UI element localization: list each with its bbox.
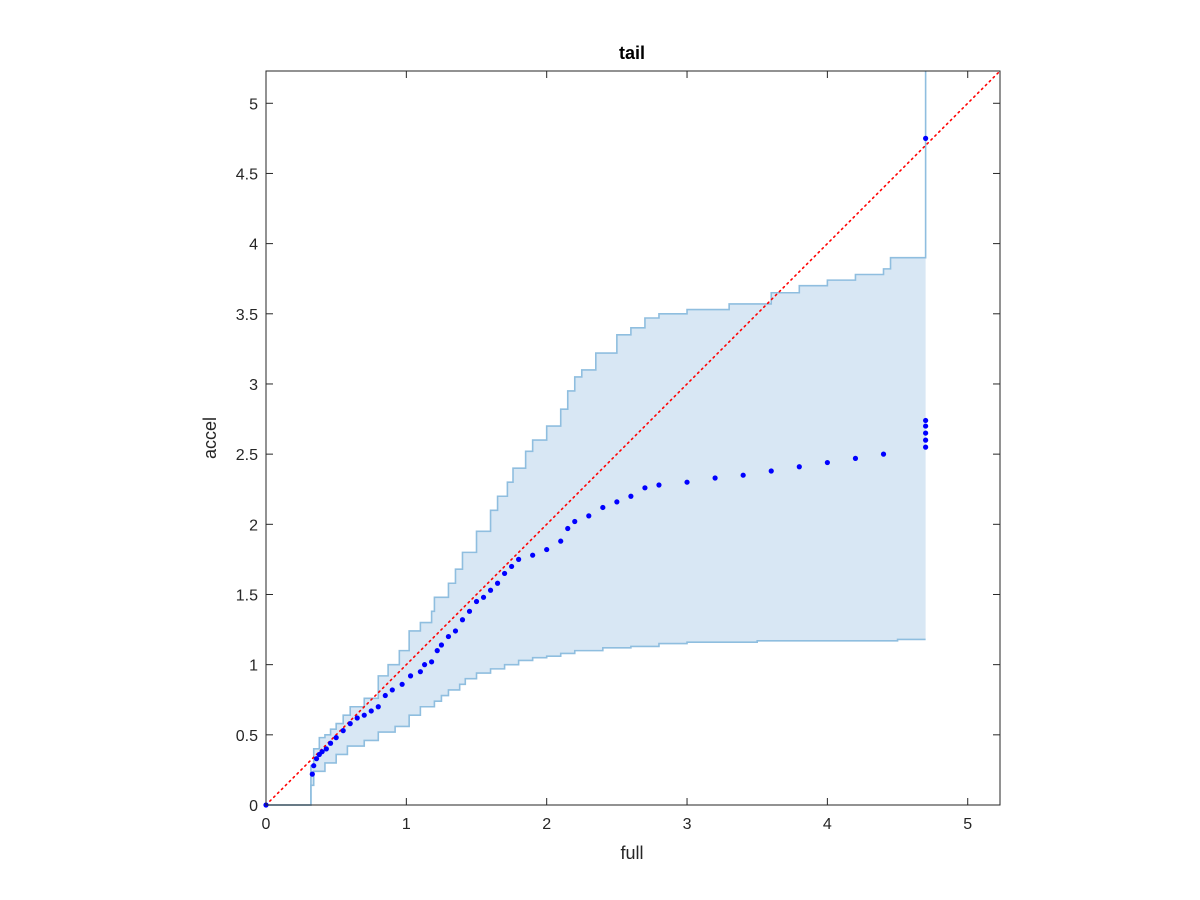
x-tick-label: 3 xyxy=(683,816,692,833)
data-point xyxy=(740,472,746,478)
data-point xyxy=(600,504,606,511)
reference-line xyxy=(265,70,1001,806)
band-fill xyxy=(266,71,926,805)
y-tick-label: 3 xyxy=(249,377,258,394)
data-point xyxy=(516,556,522,562)
data-point xyxy=(628,493,634,499)
tick-labels: 0 1 2 3 4 5 0 0.5 1 1.5 2 2.5 3 3.5 4 4.5 5 xyxy=(236,96,973,833)
data-point xyxy=(466,608,473,614)
data-point xyxy=(712,475,718,481)
x-tick-label: 1 xyxy=(402,816,411,833)
data-point xyxy=(473,598,480,605)
y-tick-label: 2.5 xyxy=(236,447,258,464)
data-point xyxy=(558,538,564,544)
data-point xyxy=(923,444,929,450)
data-point xyxy=(361,712,367,718)
data-point xyxy=(445,633,452,640)
x-tick-label: 2 xyxy=(542,816,551,833)
data-point xyxy=(487,587,494,593)
x-tick-label: 0 xyxy=(262,816,271,833)
data-point xyxy=(347,721,353,727)
y-tick-label: 0 xyxy=(249,798,258,815)
data-point xyxy=(768,468,774,474)
data-point xyxy=(375,704,381,710)
axes xyxy=(265,70,1001,806)
data-point xyxy=(382,692,388,699)
data-point xyxy=(530,552,536,558)
data-point xyxy=(368,708,374,714)
y-tick-label: 4 xyxy=(249,237,258,254)
data-point xyxy=(407,673,414,679)
plot-box xyxy=(265,70,1001,806)
y-tick-label: 3.5 xyxy=(236,307,258,324)
data-point xyxy=(313,756,320,762)
data-points xyxy=(263,135,929,808)
confidence-band xyxy=(266,71,927,806)
band-upper-edge xyxy=(266,71,927,806)
data-point xyxy=(614,499,620,505)
data-point xyxy=(880,451,887,457)
data-point xyxy=(327,740,334,746)
y-tick-label: 5 xyxy=(249,96,258,113)
data-point xyxy=(438,642,445,648)
data-point xyxy=(642,485,648,491)
reference-line-layer xyxy=(265,70,1001,806)
data-point xyxy=(544,546,550,553)
data-point xyxy=(923,437,929,443)
data-point xyxy=(494,580,501,586)
data-point xyxy=(319,749,325,755)
data-point xyxy=(684,479,690,485)
data-point xyxy=(923,417,929,424)
data-point xyxy=(824,459,830,466)
data-point xyxy=(452,628,459,634)
x-tick-label: 4 xyxy=(823,816,832,833)
data-point xyxy=(389,687,395,693)
x-axis-label: full xyxy=(620,843,643,863)
data-point xyxy=(852,455,859,461)
data-point xyxy=(333,735,339,741)
data-point xyxy=(656,482,662,488)
data-point xyxy=(421,662,428,668)
y-tick-label: 1.5 xyxy=(236,587,258,604)
y-tick-label: 4.5 xyxy=(236,166,258,183)
data-point xyxy=(417,669,423,675)
data-point xyxy=(309,771,315,777)
data-point xyxy=(923,430,929,436)
y-tick-label: 0.5 xyxy=(236,728,258,745)
data-point xyxy=(501,570,508,577)
data-point xyxy=(796,464,802,470)
chart-title: tail xyxy=(619,43,645,63)
data-point xyxy=(509,563,515,570)
y-tick-label: 2 xyxy=(249,517,258,534)
band-lower-edge xyxy=(266,638,926,806)
data-point xyxy=(459,617,466,623)
data-point xyxy=(429,659,435,665)
data-point xyxy=(572,518,578,525)
data-point xyxy=(323,746,329,752)
x-tick-label: 5 xyxy=(963,816,972,833)
data-point xyxy=(354,715,360,721)
data-point xyxy=(340,728,346,734)
data-point xyxy=(586,513,592,519)
data-point xyxy=(923,423,929,429)
data-point xyxy=(311,763,317,769)
data-point xyxy=(434,648,440,654)
data-point xyxy=(399,681,405,687)
y-axis-label: accel xyxy=(200,417,220,459)
data-point xyxy=(480,594,487,600)
y-tick-label: 1 xyxy=(249,658,258,675)
data-point xyxy=(565,525,571,532)
data-point xyxy=(923,135,929,141)
